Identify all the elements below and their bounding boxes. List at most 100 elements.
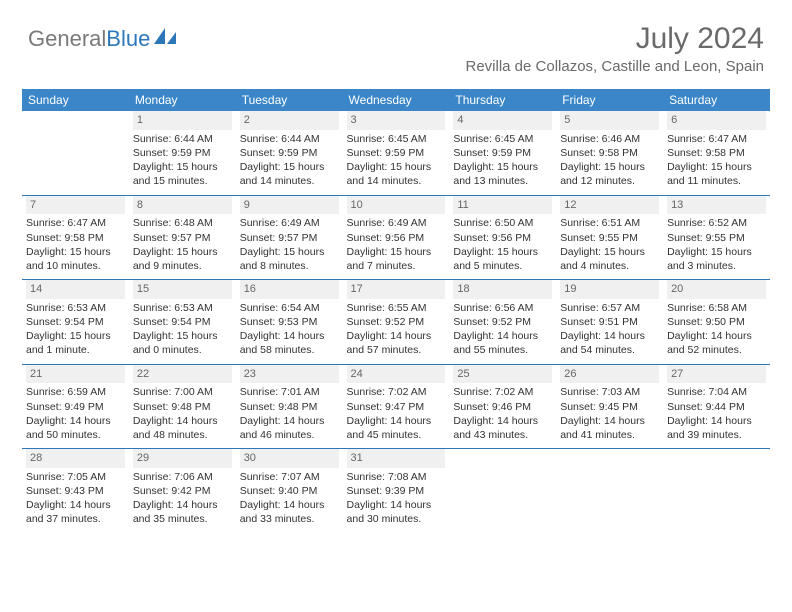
calendar-header-cell: Tuesday — [236, 89, 343, 111]
day-info: Sunrise: 6:55 AMSunset: 9:52 PMDaylight:… — [347, 301, 446, 358]
day-number: 6 — [667, 111, 766, 130]
day-info: Sunrise: 6:56 AMSunset: 9:52 PMDaylight:… — [453, 301, 552, 358]
calendar-day-cell: 31Sunrise: 7:08 AMSunset: 9:39 PMDayligh… — [343, 449, 450, 533]
calendar-week-row: 21Sunrise: 6:59 AMSunset: 9:49 PMDayligh… — [22, 365, 770, 449]
day-number: 21 — [26, 365, 125, 384]
logo: GeneralBlue — [28, 26, 176, 52]
calendar-day-cell: 12Sunrise: 6:51 AMSunset: 9:55 PMDayligh… — [556, 196, 663, 280]
page-title: July 2024 — [465, 22, 764, 56]
calendar-day-cell: 17 Sunrise: 6:55 AMSunset: 9:52 PMDayligh… — [343, 280, 450, 364]
day-info: Sunrise: 7:01 AMSunset: 9:48 PMDaylight:… — [240, 385, 339, 442]
day-number: 29 — [133, 449, 232, 468]
calendar-header-cell: Thursday — [449, 89, 556, 111]
day-number: 19 — [560, 280, 659, 299]
day-number: 27 — [667, 365, 766, 384]
calendar-day-cell: 30 Sunrise: 7:07 AMSunset: 9:40 PMDayligh… — [236, 449, 343, 533]
logo-text-blue: Blue — [106, 26, 150, 52]
calendar-day-cell: 1 Sunrise: 6:44 AMSunset: 9:59 PMDaylight… — [129, 111, 236, 195]
day-number: 20 — [667, 280, 766, 299]
day-number: 10 — [347, 196, 446, 215]
day-info: Sunrise: 6:57 AMSunset: 9:51 PMDaylight:… — [560, 301, 659, 358]
calendar-day-cell — [663, 449, 770, 533]
calendar-day-cell: 26Sunrise: 7:03 AMSunset: 9:45 PMDayligh… — [556, 365, 663, 449]
day-number: 15 — [133, 280, 232, 299]
calendar-day-cell: 24Sunrise: 7:02 AMSunset: 9:47 PMDayligh… — [343, 365, 450, 449]
day-info: Sunrise: 6:52 AMSunset: 9:55 PMDaylight:… — [667, 216, 766, 273]
day-info: Sunrise: 7:07 AMSunset: 9:40 PMDaylight:… — [240, 470, 339, 527]
day-info: Sunrise: 6:54 AMSunset: 9:53 PMDaylight:… — [240, 301, 339, 358]
day-number: 4 — [453, 111, 552, 130]
day-info: Sunrise: 7:03 AMSunset: 9:45 PMDaylight:… — [560, 385, 659, 442]
day-info: Sunrise: 6:53 AMSunset: 9:54 PMDaylight:… — [26, 301, 125, 358]
day-info: Sunrise: 7:02 AMSunset: 9:47 PMDaylight:… — [347, 385, 446, 442]
calendar-day-cell: 9Sunrise: 6:49 AMSunset: 9:57 PMDaylight… — [236, 196, 343, 280]
day-info: Sunrise: 6:59 AMSunset: 9:49 PMDaylight:… — [26, 385, 125, 442]
day-info: Sunrise: 6:49 AMSunset: 9:57 PMDaylight:… — [240, 216, 339, 273]
location-label: Revilla de Collazos, Castille and Leon, … — [465, 58, 764, 75]
calendar-day-cell: 5Sunrise: 6:46 AMSunset: 9:58 PMDaylight… — [556, 111, 663, 195]
day-info: Sunrise: 6:46 AMSunset: 9:58 PMDaylight:… — [560, 132, 659, 189]
calendar-day-cell: 10Sunrise: 6:49 AMSunset: 9:56 PMDayligh… — [343, 196, 450, 280]
day-info: Sunrise: 7:05 AMSunset: 9:43 PMDaylight:… — [26, 470, 125, 527]
day-info: Sunrise: 6:58 AMSunset: 9:50 PMDaylight:… — [667, 301, 766, 358]
day-number: 1 — [133, 111, 232, 130]
day-number: 16 — [240, 280, 339, 299]
calendar-day-cell: 23Sunrise: 7:01 AMSunset: 9:48 PMDayligh… — [236, 365, 343, 449]
calendar-week-row: 1 Sunrise: 6:44 AMSunset: 9:59 PMDaylight… — [22, 111, 770, 195]
calendar-day-cell: 15 Sunrise: 6:53 AMSunset: 9:54 PMDayligh… — [129, 280, 236, 364]
calendar-day-cell: 29Sunrise: 7:06 AMSunset: 9:42 PMDayligh… — [129, 449, 236, 533]
calendar-day-cell: 27Sunrise: 7:04 AMSunset: 9:44 PMDayligh… — [663, 365, 770, 449]
day-number: 28 — [26, 449, 125, 468]
day-number: 30 — [240, 449, 339, 468]
day-number: 17 — [347, 280, 446, 299]
logo-sail-icon — [154, 28, 176, 51]
calendar-table: SundayMondayTuesdayWednesdayThursdayFrid… — [22, 89, 770, 533]
day-number: 9 — [240, 196, 339, 215]
calendar-day-cell: 8Sunrise: 6:48 AMSunset: 9:57 PMDaylight… — [129, 196, 236, 280]
calendar-week-row: 28 Sunrise: 7:05 AMSunset: 9:43 PMDayligh… — [22, 449, 770, 533]
calendar-day-cell: 14Sunrise: 6:53 AMSunset: 9:54 PMDayligh… — [22, 280, 129, 364]
calendar-header-row: SundayMondayTuesdayWednesdayThursdayFrid… — [22, 89, 770, 111]
day-number: 7 — [26, 196, 125, 215]
day-info: Sunrise: 6:44 AMSunset: 9:59 PMDaylight:… — [133, 132, 232, 189]
day-info: Sunrise: 6:48 AMSunset: 9:57 PMDaylight:… — [133, 216, 232, 273]
day-number: 26 — [560, 365, 659, 384]
calendar-day-cell: 22Sunrise: 7:00 AMSunset: 9:48 PMDayligh… — [129, 365, 236, 449]
day-number: 22 — [133, 365, 232, 384]
calendar-day-cell — [449, 449, 556, 533]
calendar-day-cell — [22, 111, 129, 195]
day-number: 12 — [560, 196, 659, 215]
day-info: Sunrise: 7:08 AMSunset: 9:39 PMDaylight:… — [347, 470, 446, 527]
day-number: 2 — [240, 111, 339, 130]
day-info: Sunrise: 6:53 AMSunset: 9:54 PMDaylight:… — [133, 301, 232, 358]
calendar-week-row: 7Sunrise: 6:47 AMSunset: 9:58 PMDaylight… — [22, 196, 770, 280]
calendar-header-cell: Monday — [129, 89, 236, 111]
day-info: Sunrise: 6:49 AMSunset: 9:56 PMDaylight:… — [347, 216, 446, 273]
calendar-day-cell: 4Sunrise: 6:45 AMSunset: 9:59 PMDaylight… — [449, 111, 556, 195]
logo-text-general: General — [28, 26, 106, 52]
calendar-day-cell: 19 Sunrise: 6:57 AMSunset: 9:51 PMDayligh… — [556, 280, 663, 364]
day-number: 11 — [453, 196, 552, 215]
calendar-day-cell: 2Sunrise: 6:44 AMSunset: 9:59 PMDaylight… — [236, 111, 343, 195]
calendar-day-cell: 11Sunrise: 6:50 AMSunset: 9:56 PMDayligh… — [449, 196, 556, 280]
calendar-header-cell: Saturday — [663, 89, 770, 111]
day-info: Sunrise: 6:47 AMSunset: 9:58 PMDaylight:… — [667, 132, 766, 189]
calendar-day-cell: 3Sunrise: 6:45 AMSunset: 9:59 PMDaylight… — [343, 111, 450, 195]
day-info: Sunrise: 7:02 AMSunset: 9:46 PMDaylight:… — [453, 385, 552, 442]
day-number: 24 — [347, 365, 446, 384]
day-info: Sunrise: 7:00 AMSunset: 9:48 PMDaylight:… — [133, 385, 232, 442]
day-number: 25 — [453, 365, 552, 384]
day-info: Sunrise: 7:04 AMSunset: 9:44 PMDaylight:… — [667, 385, 766, 442]
day-info: Sunrise: 6:45 AMSunset: 9:59 PMDaylight:… — [347, 132, 446, 189]
calendar-day-cell — [556, 449, 663, 533]
day-number: 18 — [453, 280, 552, 299]
calendar-header-cell: Wednesday — [343, 89, 450, 111]
calendar-day-cell: 28 Sunrise: 7:05 AMSunset: 9:43 PMDayligh… — [22, 449, 129, 533]
day-info: Sunrise: 6:51 AMSunset: 9:55 PMDaylight:… — [560, 216, 659, 273]
day-number: 13 — [667, 196, 766, 215]
calendar-week-row: 14Sunrise: 6:53 AMSunset: 9:54 PMDayligh… — [22, 280, 770, 364]
day-number: 23 — [240, 365, 339, 384]
day-info: Sunrise: 6:47 AMSunset: 9:58 PMDaylight:… — [26, 216, 125, 273]
calendar-header-cell: Sunday — [22, 89, 129, 111]
calendar-header-cell: Friday — [556, 89, 663, 111]
